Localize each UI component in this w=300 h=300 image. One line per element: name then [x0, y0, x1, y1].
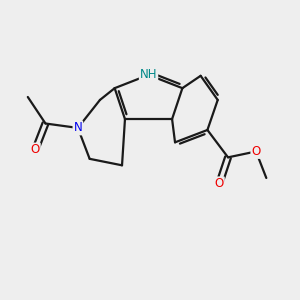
Text: O: O — [31, 143, 40, 157]
Text: O: O — [251, 145, 261, 158]
Text: N: N — [74, 122, 82, 134]
Text: NH: NH — [140, 68, 157, 81]
Text: O: O — [214, 177, 224, 190]
